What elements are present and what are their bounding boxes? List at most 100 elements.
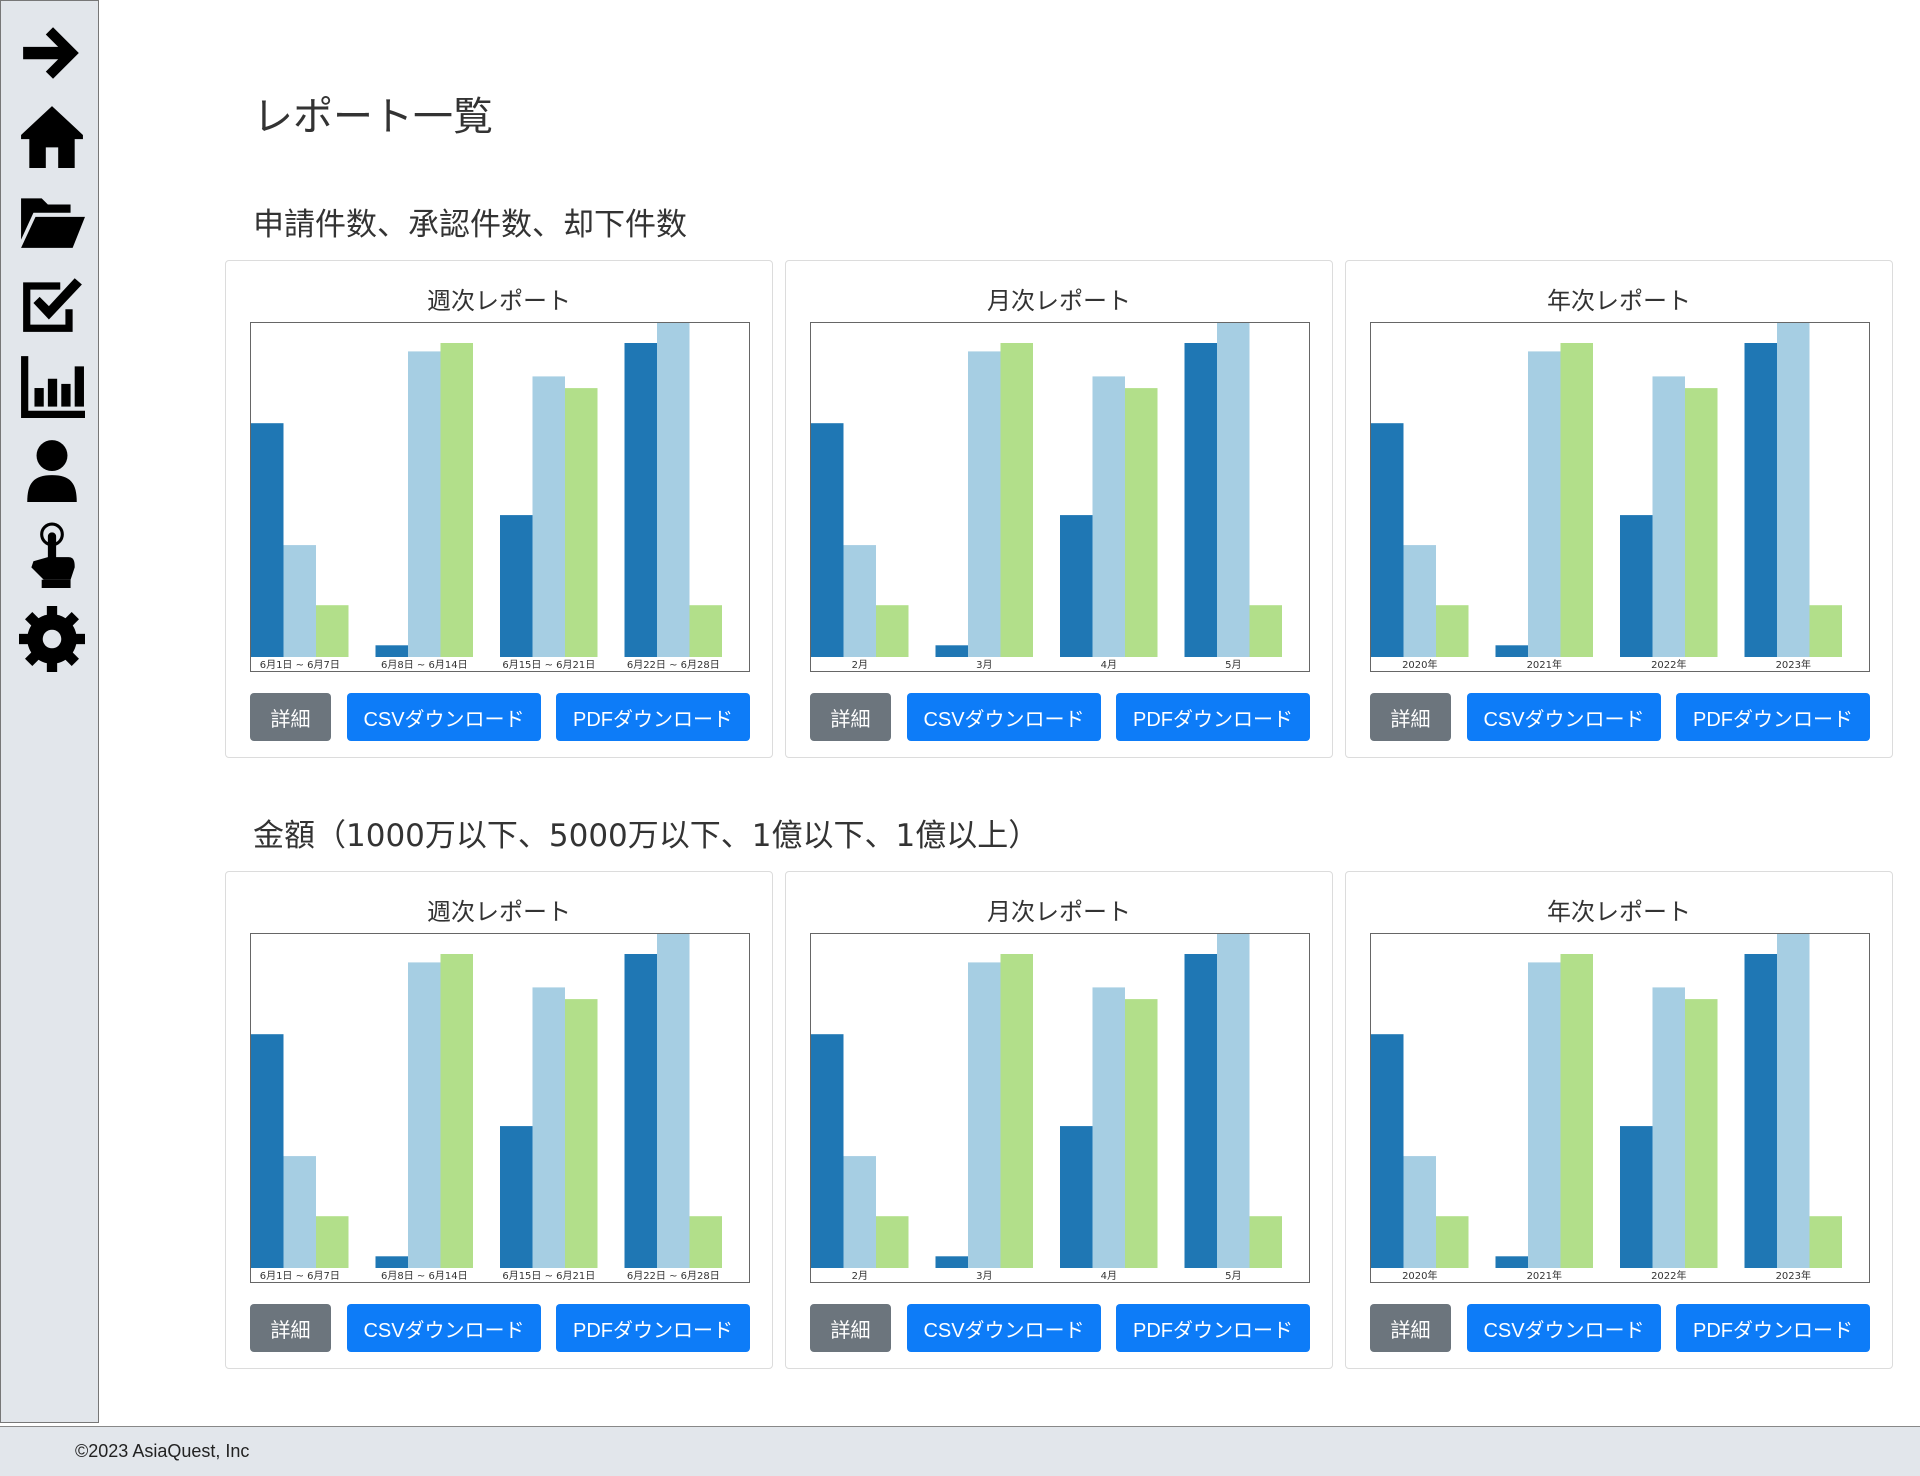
gear-icon	[19, 606, 85, 672]
bar-chart: 2月 3月 4月 5月	[811, 323, 1282, 671]
sidebar-item-home[interactable]	[18, 103, 86, 171]
x-tick-label: 2月	[852, 659, 868, 671]
bar	[1652, 987, 1685, 1268]
sidebar-item-settings[interactable]	[18, 605, 86, 673]
bar	[935, 645, 968, 657]
bar	[251, 1034, 284, 1268]
csv-download-button[interactable]: CSVダウンロード	[907, 1304, 1101, 1352]
chart-box: 6月1日 ~ 6月7日 6月8日 ~ 6月14日 6月15日 ~ 6月21日 6月22…	[250, 322, 750, 672]
bar	[624, 954, 657, 1268]
bar	[1060, 515, 1093, 657]
x-tick-label: 3月	[976, 1270, 992, 1282]
x-tick-label: 2023年	[1776, 1269, 1811, 1282]
sidebar-item-touch[interactable]	[18, 521, 86, 589]
x-tick-label: 4月	[1101, 1270, 1117, 1282]
pdf-download-button[interactable]: PDFダウンロード	[556, 693, 750, 741]
card-title: 月次レポート	[987, 287, 1131, 315]
bar	[500, 515, 533, 657]
bar	[1528, 962, 1561, 1268]
sidebar-item-user[interactable]	[18, 437, 86, 505]
bar	[1371, 423, 1404, 657]
bar	[811, 1034, 844, 1268]
folder-open-icon	[21, 198, 85, 248]
x-tick-label: 6月22日 ~ 6月28日	[627, 659, 720, 671]
detail-button[interactable]: 詳細	[250, 693, 331, 741]
bar	[440, 343, 473, 657]
copyright-text: ©2023 AsiaQuest, Inc	[75, 1441, 250, 1461]
bar-chart: 2月 3月 4月 5月	[811, 934, 1282, 1282]
detail-button[interactable]: 詳細	[810, 693, 891, 741]
bar	[1809, 605, 1842, 657]
card-title: 週次レポート	[427, 287, 571, 315]
card-title: 年次レポート	[1547, 287, 1691, 315]
report-card: 月次レポート 2月 3月 4月 5月 詳細 CSVダウンロード PDFダウンロード	[785, 871, 1333, 1369]
bar	[1371, 1034, 1404, 1268]
chart-box: 2020年 2021年 2022年 2023年	[1370, 322, 1870, 672]
home-icon	[21, 106, 83, 168]
report-card: 月次レポート 2月 3月 4月 5月 詳細 CSVダウンロード PDFダウンロード	[785, 260, 1333, 758]
bar	[1184, 954, 1217, 1268]
csv-download-button[interactable]: CSVダウンロード	[1467, 1304, 1661, 1352]
pdf-download-button[interactable]: PDFダウンロード	[1676, 1304, 1870, 1352]
csv-download-button[interactable]: CSVダウンロード	[1467, 693, 1661, 741]
bar	[1685, 999, 1718, 1268]
x-tick-label: 2023年	[1776, 658, 1811, 671]
bar	[251, 423, 284, 657]
bar	[1184, 343, 1217, 657]
x-tick-label: 2月	[852, 1270, 868, 1282]
detail-button[interactable]: 詳細	[1370, 693, 1451, 741]
csv-download-button[interactable]: CSVダウンロード	[347, 693, 541, 741]
bar	[968, 351, 1001, 657]
bar	[843, 545, 876, 657]
csv-download-button[interactable]: CSVダウンロード	[907, 693, 1101, 741]
bar	[316, 605, 349, 657]
x-tick-label: 6月8日 ~ 6月14日	[381, 1270, 468, 1282]
report-card: 年次レポート 2020年 2021年 2022年 2023年 詳細 CSVダウンロード…	[1345, 260, 1893, 758]
bar	[1560, 343, 1593, 657]
bar	[1249, 605, 1282, 657]
bar	[375, 645, 408, 657]
section-title-amounts: 金額（1000万以下、5000万以下、1億以下、1億以上）	[253, 818, 1040, 854]
bar	[1495, 1256, 1528, 1268]
x-tick-label: 2021年	[1527, 658, 1562, 671]
pdf-download-button[interactable]: PDFダウンロード	[556, 1304, 750, 1352]
bar	[283, 1156, 316, 1268]
detail-button[interactable]: 詳細	[250, 1304, 331, 1352]
card-title: 週次レポート	[427, 898, 571, 926]
report-card: 年次レポート 2020年 2021年 2022年 2023年 詳細 CSVダウンロード…	[1345, 871, 1893, 1369]
sidebar-item-folder[interactable]	[18, 187, 86, 255]
bar	[1744, 343, 1777, 657]
bar	[843, 1156, 876, 1268]
bar	[565, 999, 598, 1268]
sidebar-item-reports[interactable]	[18, 353, 86, 421]
bar-chart: 2020年 2021年 2022年 2023年	[1371, 323, 1842, 671]
pdf-download-button[interactable]: PDFダウンロード	[1676, 693, 1870, 741]
bar	[1620, 1126, 1653, 1268]
x-tick-label: 6月15日 ~ 6月21日	[502, 659, 595, 671]
bar	[565, 388, 598, 657]
bar	[657, 323, 690, 657]
bar	[689, 605, 722, 657]
bar	[375, 1256, 408, 1268]
report-card: 週次レポート 6月1日 ~ 6月7日 6月8日 ~ 6月14日 6月15日 ~ 6月…	[225, 871, 773, 1369]
bar-chart-icon	[21, 356, 85, 418]
bar	[1777, 323, 1810, 657]
detail-button[interactable]: 詳細	[1370, 1304, 1451, 1352]
detail-button[interactable]: 詳細	[810, 1304, 891, 1352]
bar	[316, 1216, 349, 1268]
x-tick-label: 2022年	[1651, 1269, 1686, 1282]
bar	[657, 934, 690, 1268]
x-tick-label: 2021年	[1527, 1269, 1562, 1282]
pdf-download-button[interactable]: PDFダウンロード	[1116, 693, 1310, 741]
x-tick-label: 2020年	[1402, 1269, 1437, 1282]
csv-download-button[interactable]: CSVダウンロード	[347, 1304, 541, 1352]
chart-box: 2020年 2021年 2022年 2023年	[1370, 933, 1870, 1283]
sidebar-item-arrow[interactable]	[18, 19, 86, 87]
pdf-download-button[interactable]: PDFダウンロード	[1116, 1304, 1310, 1352]
bar	[1495, 645, 1528, 657]
bar	[1000, 343, 1033, 657]
sidebar-item-tasks[interactable]	[18, 269, 86, 337]
arrow-right-icon	[23, 27, 79, 79]
bar	[532, 376, 565, 657]
bar	[1092, 376, 1125, 657]
